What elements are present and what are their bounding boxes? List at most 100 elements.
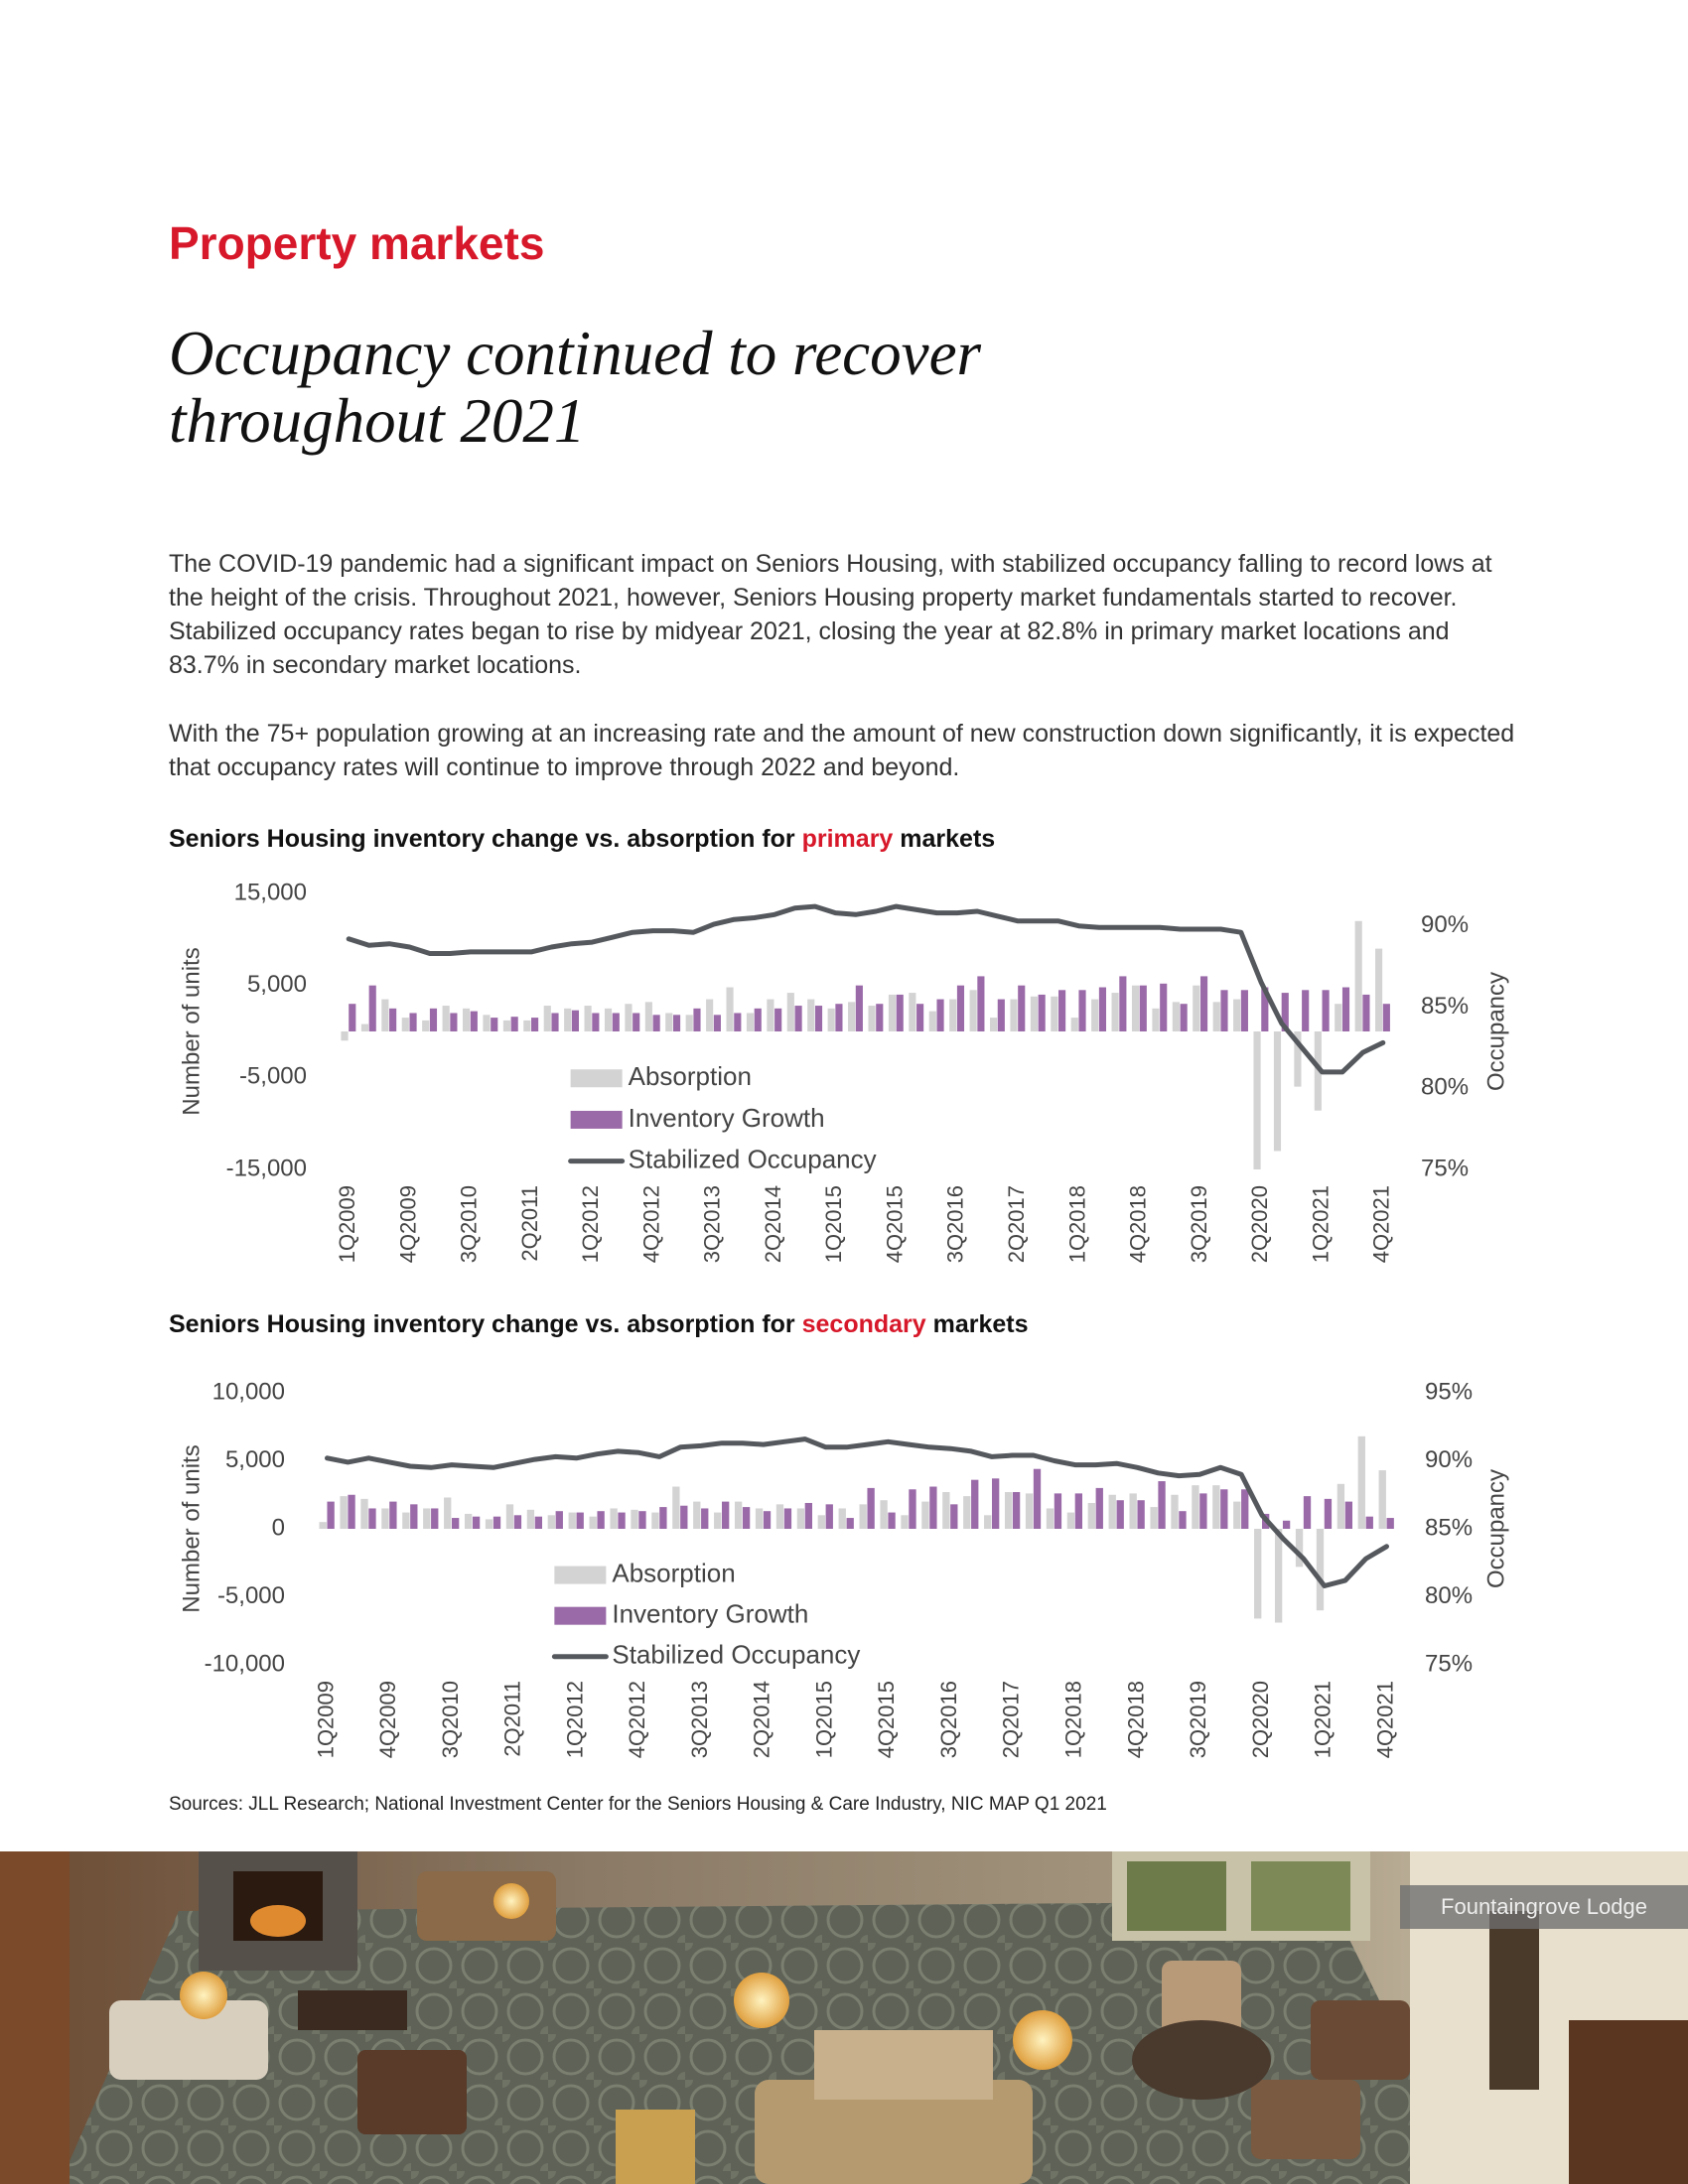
bar [1273,1031,1282,1152]
bar [807,999,815,1031]
bar [997,999,1005,1031]
bar [804,1502,813,1529]
legend-label: Inventory Growth [612,1599,808,1629]
bar [963,1496,971,1529]
bar [726,987,734,1031]
bar [1158,1481,1166,1529]
bar [1150,1507,1158,1529]
y2-tick-label: 80% [1425,1582,1473,1609]
bar [1004,1492,1013,1529]
bar [1116,1500,1124,1529]
bar [592,1013,600,1031]
bar [1199,976,1208,1031]
legend-swatch [570,1069,623,1088]
legend-label: Stabilized Occupancy [612,1640,860,1670]
bar [348,1494,355,1529]
bar [1240,990,1248,1031]
bar [950,1504,958,1529]
bar [680,1505,688,1529]
bar [612,1013,620,1031]
bar [1095,1487,1103,1529]
bar [1386,1518,1394,1529]
bar [1058,990,1066,1031]
bar [597,1511,605,1529]
legend-label: Absorption [629,1061,752,1091]
bar [742,1507,751,1529]
bar [1108,1494,1116,1529]
bar [472,1516,481,1529]
bar [1051,996,1058,1031]
bar [763,1511,772,1529]
bar [1282,1520,1291,1529]
bar [755,1508,764,1529]
y-tick-label: -5,000 [239,1063,307,1090]
bar [796,1508,805,1529]
bar [1129,1493,1137,1529]
legend-swatch [554,1566,607,1584]
x-tick-label: 2Q2014 [761,1185,785,1263]
y2-tick-label: 90% [1421,911,1469,938]
bar [429,1008,438,1031]
chart-title-part: Seniors Housing inventory change vs. abs… [169,1310,802,1338]
bar [672,1015,681,1031]
bar [1220,990,1228,1031]
x-tick-label: 2Q2020 [1247,1185,1272,1263]
bar [1038,994,1046,1031]
bar [722,1501,730,1529]
bar [949,999,957,1031]
bar [470,1011,478,1031]
bar [402,1512,410,1529]
bar [1241,1489,1249,1529]
bar [1233,999,1241,1031]
y-axis-title: Number of units [178,947,205,1115]
legend-label: Stabilized Occupancy [629,1145,877,1174]
bar [1378,1470,1386,1529]
bar [589,1516,597,1529]
bar [838,1508,846,1529]
y-tick-label: 0 [272,1514,285,1541]
bar [349,1004,356,1031]
y-tick-label: 15,000 [234,879,307,905]
bar [1254,1529,1262,1619]
x-tick-label: 1Q2021 [1311,1681,1336,1758]
bar [825,1504,833,1529]
bar [1192,1485,1199,1529]
bar [423,1508,431,1529]
x-tick-label: 3Q2016 [943,1185,968,1263]
bar [977,976,985,1031]
bar [1070,1018,1078,1031]
bar [513,1515,522,1529]
bar [734,1501,743,1529]
legend-label: Absorption [612,1558,735,1587]
bar [1119,976,1127,1031]
x-tick-label: 4Q2018 [1123,1681,1148,1758]
bar [633,1013,640,1031]
bar [531,1018,539,1031]
chart-title: Seniors Housing inventory change vs. abs… [169,1310,1029,1338]
bar [848,1002,856,1031]
x-tick-label: 1Q2009 [313,1681,338,1758]
bar [984,1515,992,1529]
bar [327,1501,335,1529]
bar [746,1013,755,1031]
bar [901,1515,909,1529]
bar [523,1020,531,1031]
y-tick-label: 5,000 [247,971,307,998]
y2-tick-label: 75% [1425,1650,1473,1677]
bar [916,1004,924,1031]
bar [783,1508,792,1529]
bar [1087,1502,1095,1529]
charts: Seniors Housing inventory change vs. abs… [169,825,1509,1759]
bar [360,1024,369,1031]
bar [876,1004,884,1031]
line [346,903,1386,1075]
bar [1152,1008,1160,1031]
x-tick-label: 2Q2020 [1248,1681,1273,1758]
bar [1012,1492,1021,1529]
y-axis-title: Number of units [178,1444,205,1612]
bar [568,1512,576,1529]
chart-title-part: markets [893,825,995,853]
bar [1131,985,1140,1031]
x-tick-label: 4Q2018 [1126,1185,1151,1263]
bar [1303,1496,1312,1529]
